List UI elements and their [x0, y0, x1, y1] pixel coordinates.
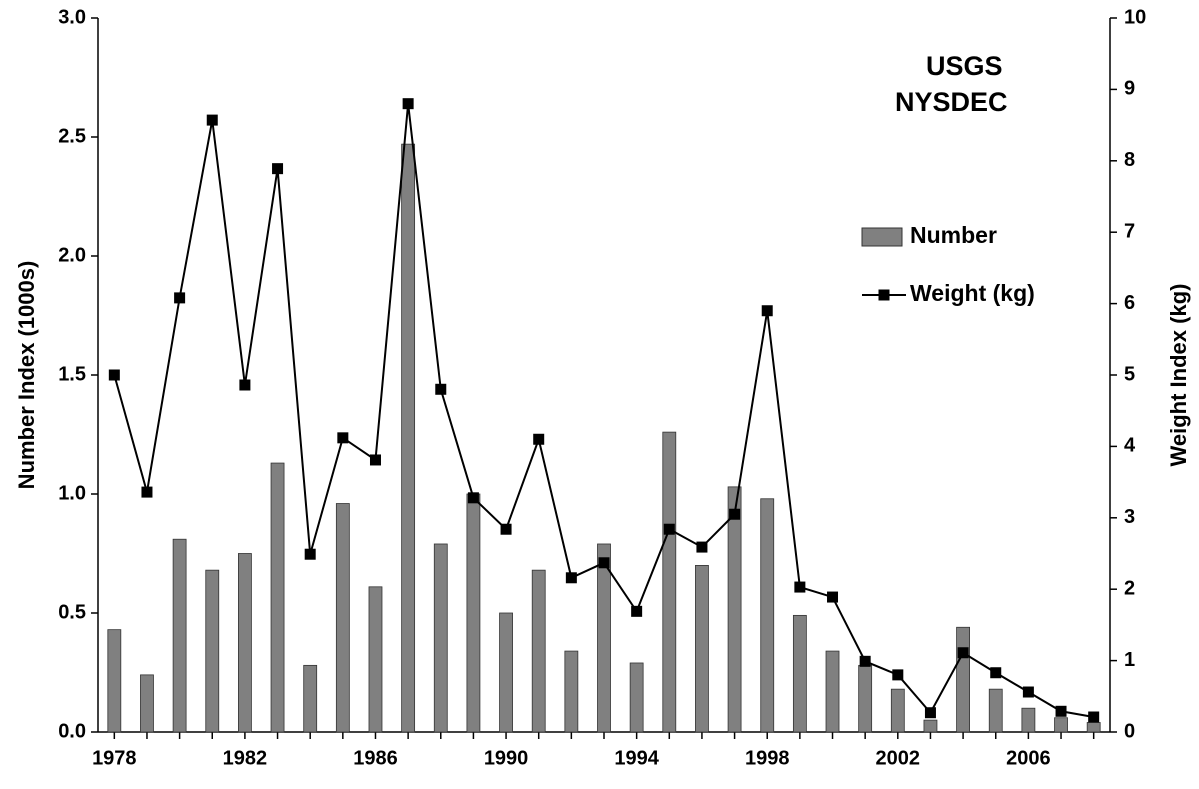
marker [533, 433, 545, 445]
marker [631, 605, 643, 617]
bar [858, 664, 873, 733]
y2-tick-label: 6 [1124, 292, 1135, 314]
marker [304, 548, 316, 560]
marker [859, 655, 871, 667]
marker [598, 557, 610, 569]
marker [924, 707, 936, 719]
bar [270, 462, 285, 733]
y2-tick-label: 1 [1124, 649, 1135, 671]
y2-tick-label: 4 [1124, 435, 1136, 457]
x-tick-label: 1978 [92, 747, 137, 769]
x-tick-label: 1990 [484, 747, 529, 769]
marker [174, 292, 186, 304]
bar [956, 626, 970, 733]
x-tick-label: 2006 [1006, 747, 1051, 769]
y2-tick-label: 7 [1124, 220, 1135, 242]
marker [1055, 705, 1067, 717]
legend-marker [878, 289, 890, 301]
bar [564, 650, 579, 733]
bar [499, 612, 513, 733]
bar [629, 662, 644, 733]
marker [272, 163, 284, 175]
y-tick-label: 1.0 [58, 482, 86, 504]
bar [1054, 717, 1068, 733]
marker [892, 669, 904, 681]
y2-tick-label: 9 [1124, 78, 1135, 100]
marker [663, 523, 675, 535]
bar [303, 664, 318, 733]
marker [467, 492, 479, 504]
y-axis-label: Number Index (1000s) [14, 261, 39, 490]
marker [957, 647, 969, 659]
bar [662, 431, 677, 733]
bar [401, 143, 416, 733]
marker [239, 379, 251, 391]
bar [695, 565, 709, 733]
legend-label: Number [910, 222, 997, 248]
marker [108, 369, 120, 381]
y2-tick-label: 2 [1124, 577, 1135, 599]
marker [729, 508, 741, 520]
legend-label: Weight (kg) [910, 280, 1035, 306]
marker [1088, 711, 1100, 723]
y-tick-label: 1.5 [58, 363, 86, 385]
x-tick-label: 1998 [745, 747, 790, 769]
bar [890, 688, 905, 733]
marker [402, 98, 414, 110]
y-tick-label: 0.5 [58, 601, 86, 623]
y-tick-label: 3.0 [58, 6, 86, 28]
y2-tick-label: 8 [1124, 149, 1135, 171]
marker [990, 667, 1002, 679]
marker [827, 591, 839, 603]
bar [1021, 707, 1036, 733]
marker [337, 432, 349, 444]
bar [825, 650, 840, 733]
y-tick-label: 2.5 [58, 125, 86, 147]
bar [792, 614, 807, 733]
bar [140, 674, 154, 733]
marker [1022, 686, 1034, 698]
y2-tick-label: 5 [1124, 363, 1135, 385]
y-tick-label: 0.0 [58, 720, 86, 742]
x-tick-label: 2002 [876, 747, 921, 769]
x-tick-label: 1982 [223, 747, 268, 769]
bar [760, 498, 775, 733]
marker [435, 383, 447, 395]
marker [369, 454, 381, 466]
bar [923, 719, 938, 733]
annotation: USGS [926, 51, 1003, 81]
bar [205, 569, 220, 733]
marker [206, 114, 218, 126]
bar [238, 553, 252, 733]
bar [1086, 722, 1101, 733]
bar [172, 538, 187, 733]
x-tick-label: 1994 [614, 747, 659, 769]
bar [433, 543, 448, 733]
bar [988, 688, 1003, 733]
y2-axis-label: Weight Index (kg) [1166, 284, 1191, 467]
y2-tick-label: 10 [1124, 6, 1146, 28]
bar [727, 486, 742, 733]
marker [500, 523, 512, 535]
bar [368, 586, 383, 733]
bar [531, 569, 546, 733]
marker [761, 305, 773, 317]
annotation: NYSDEC [895, 87, 1008, 117]
y-tick-label: 2.0 [58, 244, 86, 266]
marker [696, 541, 708, 553]
marker [141, 486, 153, 498]
y2-tick-label: 3 [1124, 506, 1135, 528]
legend-swatch [861, 227, 903, 247]
bar [597, 543, 611, 733]
bar [107, 629, 122, 733]
marker [565, 572, 577, 584]
x-tick-label: 1986 [353, 747, 398, 769]
bar [466, 493, 481, 733]
y2-tick-label: 0 [1124, 720, 1135, 742]
bar [335, 503, 350, 733]
marker [794, 581, 806, 593]
